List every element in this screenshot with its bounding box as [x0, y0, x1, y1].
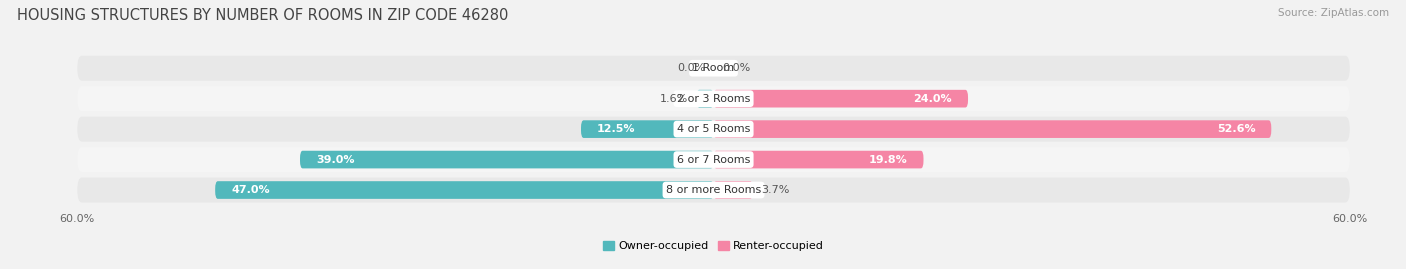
FancyBboxPatch shape: [714, 90, 969, 108]
Text: 52.6%: 52.6%: [1216, 124, 1256, 134]
Text: 1 Room: 1 Room: [693, 63, 734, 73]
Text: 2 or 3 Rooms: 2 or 3 Rooms: [676, 94, 751, 104]
Text: 24.0%: 24.0%: [914, 94, 952, 104]
Text: 0.0%: 0.0%: [676, 63, 704, 73]
Text: 8 or more Rooms: 8 or more Rooms: [666, 185, 761, 195]
Text: 47.0%: 47.0%: [231, 185, 270, 195]
FancyBboxPatch shape: [77, 86, 1350, 111]
Text: Source: ZipAtlas.com: Source: ZipAtlas.com: [1278, 8, 1389, 18]
Text: 39.0%: 39.0%: [316, 155, 354, 165]
FancyBboxPatch shape: [714, 120, 1271, 138]
FancyBboxPatch shape: [77, 56, 1350, 81]
FancyBboxPatch shape: [77, 147, 1350, 172]
Text: 19.8%: 19.8%: [869, 155, 908, 165]
FancyBboxPatch shape: [581, 120, 714, 138]
Text: 0.0%: 0.0%: [723, 63, 751, 73]
Text: 1.6%: 1.6%: [659, 94, 688, 104]
FancyBboxPatch shape: [299, 151, 714, 168]
FancyBboxPatch shape: [714, 151, 924, 168]
FancyBboxPatch shape: [696, 90, 714, 108]
Text: 3.7%: 3.7%: [761, 185, 790, 195]
Text: 4 or 5 Rooms: 4 or 5 Rooms: [676, 124, 751, 134]
FancyBboxPatch shape: [215, 181, 714, 199]
FancyBboxPatch shape: [77, 117, 1350, 141]
Text: HOUSING STRUCTURES BY NUMBER OF ROOMS IN ZIP CODE 46280: HOUSING STRUCTURES BY NUMBER OF ROOMS IN…: [17, 8, 508, 23]
FancyBboxPatch shape: [77, 178, 1350, 203]
Text: 6 or 7 Rooms: 6 or 7 Rooms: [676, 155, 751, 165]
Legend: Owner-occupied, Renter-occupied: Owner-occupied, Renter-occupied: [599, 237, 828, 256]
Text: 12.5%: 12.5%: [598, 124, 636, 134]
FancyBboxPatch shape: [714, 181, 752, 199]
